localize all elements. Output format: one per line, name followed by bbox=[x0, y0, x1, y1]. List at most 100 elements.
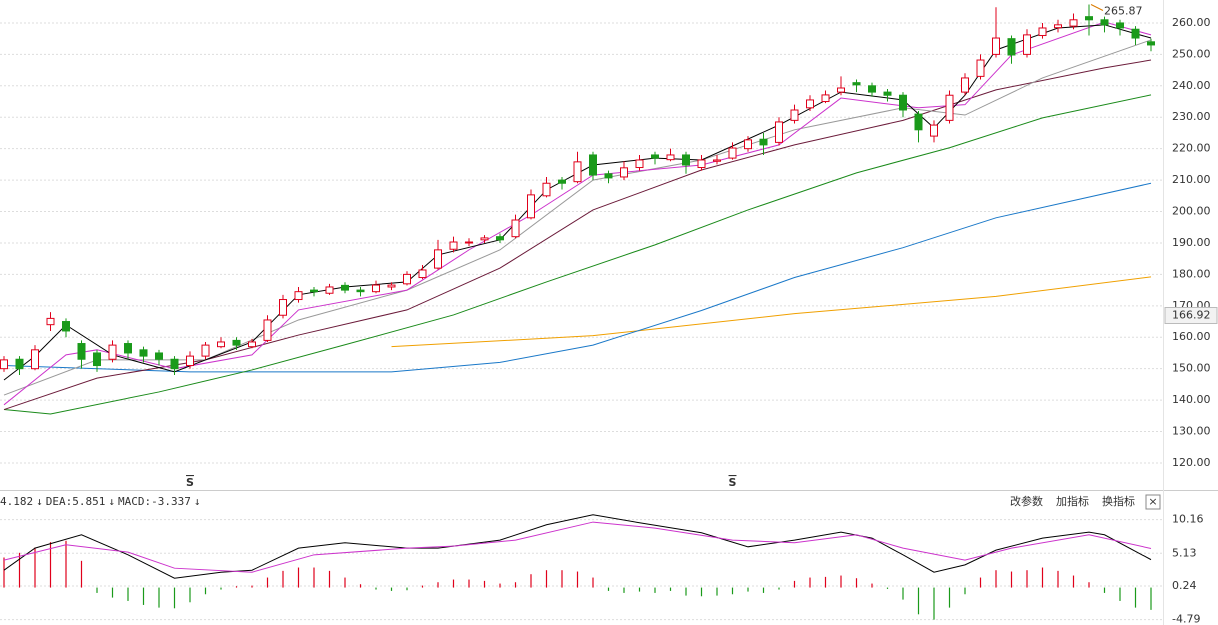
moving-average-line bbox=[3, 24, 1152, 381]
candle-body bbox=[945, 94, 954, 121]
candle-body bbox=[170, 358, 179, 370]
candle-body bbox=[62, 321, 70, 332]
candle-body bbox=[961, 77, 969, 93]
candle-body bbox=[511, 219, 520, 238]
candle-body bbox=[15, 358, 24, 370]
y-tick-label: 240.00 bbox=[1172, 79, 1211, 92]
candle-body bbox=[604, 173, 613, 179]
close-box[interactable] bbox=[1145, 494, 1161, 510]
candle-body bbox=[434, 249, 442, 269]
candle-body bbox=[201, 344, 210, 357]
candle-body bbox=[976, 59, 985, 77]
y-tick-label: 160.00 bbox=[1172, 330, 1211, 343]
y-tick-label: -4.79 bbox=[1172, 613, 1200, 625]
candle-body bbox=[1069, 19, 1078, 27]
y-tick-label: 140.00 bbox=[1172, 393, 1211, 406]
candle-body bbox=[1100, 19, 1109, 26]
candle-body bbox=[899, 94, 907, 111]
candle-body bbox=[930, 124, 938, 137]
y-tick-label: 260.00 bbox=[1172, 16, 1211, 29]
candle-body bbox=[728, 147, 737, 159]
candle-body bbox=[387, 284, 396, 288]
y-tick-label: 250.00 bbox=[1172, 47, 1211, 60]
candle-body bbox=[310, 289, 318, 293]
candle-body bbox=[992, 37, 1000, 55]
candle-body bbox=[279, 299, 287, 316]
candle-body bbox=[93, 352, 101, 367]
price-marker-label: 166.92 bbox=[1172, 308, 1211, 321]
candle-body bbox=[837, 87, 845, 93]
candle-body bbox=[883, 91, 892, 96]
y-tick-label: 120.00 bbox=[1172, 456, 1211, 469]
max-pointer bbox=[1090, 4, 1104, 11]
candle-body bbox=[790, 109, 799, 121]
candle-body bbox=[341, 284, 349, 291]
moving-average-line bbox=[3, 182, 1152, 373]
candle-body bbox=[589, 154, 597, 176]
moving-average-line bbox=[3, 94, 1152, 415]
toolbar-button[interactable]: 加指标 bbox=[1056, 494, 1089, 508]
candle-body bbox=[418, 269, 427, 279]
y-tick-label: 210.00 bbox=[1172, 173, 1211, 186]
candle-body bbox=[682, 154, 690, 166]
candle-body bbox=[1085, 16, 1093, 21]
candle-body bbox=[325, 286, 334, 294]
candle-body bbox=[620, 167, 628, 178]
macd-arrow: ↓ bbox=[194, 495, 201, 508]
candle-body bbox=[775, 121, 783, 143]
macd-label: MACD: bbox=[118, 495, 151, 508]
dea-label: DEA: bbox=[46, 495, 73, 508]
candle-body bbox=[806, 99, 814, 109]
y-tick-label: 220.00 bbox=[1172, 142, 1211, 155]
y-tick-label: 200.00 bbox=[1172, 205, 1211, 218]
candle-body bbox=[372, 284, 380, 293]
candle-body bbox=[46, 317, 55, 326]
dif-line bbox=[3, 514, 1152, 579]
candle-body bbox=[449, 241, 458, 250]
candle-body bbox=[697, 159, 706, 169]
candle-body bbox=[186, 355, 194, 367]
y-tick-label: 10.16 bbox=[1172, 513, 1204, 526]
toolbar-button[interactable]: 改参数 bbox=[1010, 494, 1043, 508]
signal-marker: S bbox=[729, 476, 737, 489]
max-price-label: 265.87 bbox=[1104, 4, 1143, 17]
signal-marker: S bbox=[186, 476, 194, 489]
candle-body bbox=[868, 85, 876, 93]
candle-body bbox=[403, 273, 411, 285]
candle-body bbox=[139, 349, 148, 357]
candle-body bbox=[821, 94, 830, 103]
candle-body bbox=[248, 341, 256, 348]
candle-body bbox=[155, 352, 163, 360]
y-tick-label: 190.00 bbox=[1172, 236, 1211, 249]
moving-average-line bbox=[391, 276, 1152, 348]
candle-body bbox=[713, 159, 721, 162]
candle-body bbox=[294, 291, 303, 301]
candle-body bbox=[356, 289, 365, 293]
y-tick-label: 230.00 bbox=[1172, 110, 1211, 123]
dea-value: 5.851 bbox=[72, 495, 105, 508]
candle-body bbox=[217, 341, 225, 348]
candle-body bbox=[232, 339, 241, 346]
y-tick-label: 0.24 bbox=[1172, 579, 1197, 592]
macd-value: -3.337 bbox=[151, 495, 191, 508]
candle-body bbox=[852, 82, 861, 86]
dif-value: 4.182 bbox=[0, 495, 33, 508]
candle-body bbox=[263, 319, 272, 341]
close-button[interactable]: × bbox=[1148, 495, 1157, 508]
candle-body bbox=[1147, 41, 1155, 46]
candle-body bbox=[1023, 34, 1031, 55]
candle-body bbox=[496, 236, 504, 241]
candle-body bbox=[527, 194, 535, 219]
candle-body bbox=[1007, 38, 1016, 56]
dea-arrow: ↓ bbox=[108, 495, 115, 508]
candle-body bbox=[914, 113, 923, 131]
candle-body bbox=[744, 139, 752, 150]
y-tick-label: 5.13 bbox=[1172, 546, 1197, 559]
candle-body bbox=[1054, 24, 1062, 29]
candle-body bbox=[1131, 28, 1140, 39]
candle-body bbox=[542, 182, 551, 197]
candle-body bbox=[759, 138, 768, 146]
toolbar-button[interactable]: 换指标 bbox=[1102, 494, 1135, 508]
